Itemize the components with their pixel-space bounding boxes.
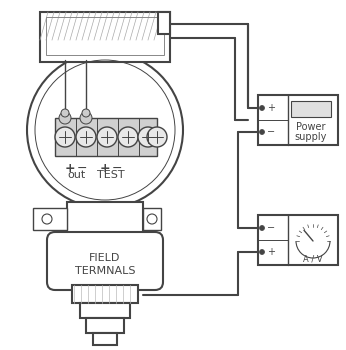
Circle shape — [118, 127, 138, 147]
Text: TERMNALS: TERMNALS — [75, 266, 135, 276]
Text: +: + — [267, 247, 275, 257]
Text: −: − — [267, 127, 275, 137]
Circle shape — [42, 214, 52, 224]
Circle shape — [82, 109, 90, 117]
Text: 24══: 24══ — [301, 105, 321, 113]
Bar — [46, 17, 164, 55]
Bar — [55, 118, 157, 156]
Circle shape — [260, 105, 264, 111]
Circle shape — [76, 127, 96, 147]
Circle shape — [147, 214, 157, 224]
Circle shape — [147, 127, 167, 147]
Text: Power: Power — [296, 122, 326, 132]
Bar — [258, 215, 338, 265]
Circle shape — [260, 130, 264, 134]
Circle shape — [260, 225, 264, 231]
Text: −: − — [112, 162, 122, 175]
Bar — [86, 318, 124, 333]
Bar — [40, 12, 170, 62]
Bar — [72, 285, 138, 303]
Bar — [67, 202, 143, 237]
Text: +: + — [65, 162, 75, 175]
Bar — [33, 208, 67, 230]
Circle shape — [138, 127, 158, 147]
Bar — [143, 208, 161, 230]
Circle shape — [61, 109, 69, 117]
Circle shape — [80, 112, 92, 124]
Text: −: − — [267, 223, 275, 233]
Bar — [258, 95, 338, 145]
Text: TEST: TEST — [97, 170, 125, 180]
Bar — [93, 333, 117, 345]
FancyBboxPatch shape — [47, 232, 163, 290]
Circle shape — [55, 127, 75, 147]
Circle shape — [97, 127, 117, 147]
Text: −: − — [77, 162, 87, 175]
Text: A / V: A / V — [303, 254, 323, 264]
Text: +: + — [267, 103, 275, 113]
Circle shape — [260, 250, 264, 254]
Bar — [158, 12, 170, 34]
Bar — [291, 101, 331, 117]
Text: FIELD: FIELD — [89, 253, 121, 263]
Text: out: out — [67, 170, 85, 180]
Circle shape — [59, 112, 71, 124]
Text: +: + — [100, 162, 110, 175]
Text: supply: supply — [295, 132, 327, 142]
Circle shape — [27, 52, 183, 208]
Bar — [80, 303, 130, 318]
